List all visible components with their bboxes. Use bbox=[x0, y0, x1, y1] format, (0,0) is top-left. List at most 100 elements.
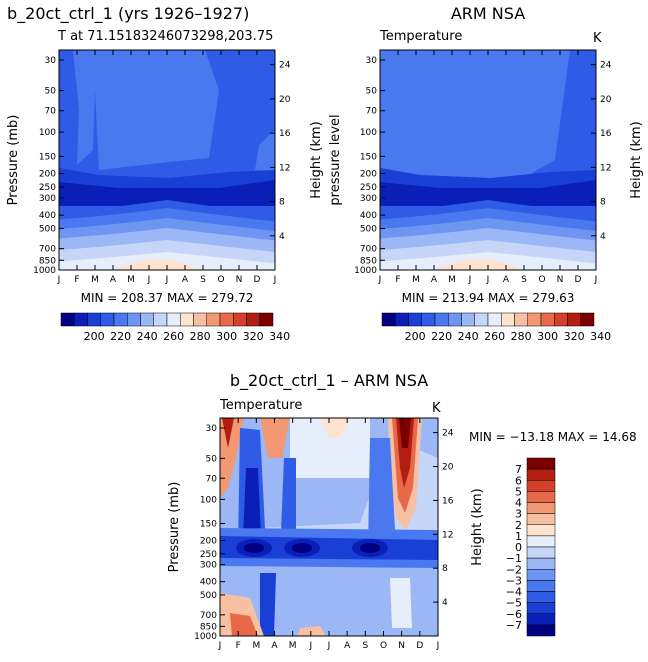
y-tick-label: 100 bbox=[39, 128, 56, 138]
colorbar-box bbox=[140, 312, 154, 327]
colorbar-label: 220 bbox=[431, 330, 452, 343]
x-tick-label: J bbox=[147, 275, 151, 285]
panel-diff-field: Temperature bbox=[219, 398, 302, 413]
y-right-tick-label: 4 bbox=[600, 232, 606, 242]
colorbar-box bbox=[526, 480, 556, 492]
colorbar-box bbox=[153, 312, 168, 327]
colorbar-box bbox=[526, 569, 556, 581]
x-tick-label: S bbox=[362, 641, 368, 651]
panel-obs-axes: J F M A M J J A S O N D J305070100150200250300400500… bbox=[354, 50, 612, 285]
y-right-tick-label: 12 bbox=[600, 163, 611, 173]
colorbar-box bbox=[74, 312, 88, 327]
colorbar-box bbox=[434, 312, 449, 327]
y-tick-label: 150 bbox=[39, 152, 56, 162]
contour-band bbox=[220, 536, 438, 560]
x-tick-label: A bbox=[182, 275, 189, 285]
y-tick-label: 100 bbox=[200, 495, 217, 505]
y-right-tick-label: 8 bbox=[442, 564, 448, 574]
y-tick-label: 250 bbox=[360, 183, 377, 193]
colorbar-box bbox=[408, 312, 422, 327]
contour-band bbox=[480, 50, 540, 145]
panel-diff-title: b_20ct_ctrl_1 – ARM NSA bbox=[230, 371, 428, 391]
colorbar-box bbox=[501, 312, 515, 327]
x-tick-label: F bbox=[395, 275, 400, 285]
panel-obs-contours bbox=[380, 50, 596, 270]
y-right-tick-label: 12 bbox=[279, 163, 290, 173]
y-tick-label: 300 bbox=[200, 561, 217, 571]
colorbar-label: 300 bbox=[216, 330, 237, 343]
y-right-tick-label: 20 bbox=[442, 463, 454, 473]
contour-band bbox=[399, 418, 411, 448]
colorbar-label: −2 bbox=[506, 563, 522, 576]
y-tick-label: 50 bbox=[366, 87, 378, 97]
panel-obs-ylabel: pressure level bbox=[328, 114, 343, 205]
panel-diff-unit: K bbox=[432, 401, 441, 416]
colorbar-label: 340 bbox=[269, 330, 290, 343]
contour-band bbox=[368, 438, 396, 548]
panel-model-ylabel: Pressure (mb) bbox=[6, 115, 21, 206]
colorbar-label: 5 bbox=[515, 485, 522, 498]
x-tick-label: S bbox=[521, 275, 527, 285]
y-tick-label: 700 bbox=[360, 245, 377, 255]
colorbar-box bbox=[448, 312, 462, 327]
panel-model-stats: MIN = 208.37 MAX = 279.72 bbox=[81, 291, 254, 305]
y-tick-label: 30 bbox=[366, 56, 378, 66]
panel-obs-colorbar: 200 220 240 260 280 300 320 340 bbox=[381, 312, 611, 343]
colorbar-label: 340 bbox=[590, 330, 611, 343]
colorbar-label: 280 bbox=[190, 330, 211, 343]
x-tick-label: A bbox=[344, 641, 351, 651]
panel-obs-unit: K bbox=[593, 31, 602, 46]
contour-band bbox=[222, 418, 234, 448]
x-tick-label: A bbox=[431, 275, 438, 285]
y-tick-label: 50 bbox=[206, 454, 218, 464]
x-tick-label: J bbox=[57, 275, 61, 285]
x-tick-label: D bbox=[254, 275, 261, 285]
y-tick-label: 200 bbox=[360, 170, 377, 180]
x-tick-label: M bbox=[448, 275, 456, 285]
x-tick-label: F bbox=[236, 641, 241, 651]
x-tick-label: M bbox=[412, 275, 420, 285]
panel-model-colorbar: 200 220 240 260 280 300 320 340 bbox=[60, 312, 290, 343]
contour-band bbox=[230, 613, 258, 636]
y-right-tick-label: 8 bbox=[279, 198, 285, 208]
y-right-tick-label: 16 bbox=[600, 129, 612, 139]
contour-band bbox=[59, 180, 275, 206]
y-tick-label: 850 bbox=[200, 622, 217, 632]
colorbar-box bbox=[60, 312, 75, 327]
y-tick-label: 850 bbox=[360, 256, 377, 266]
y-tick-label: 30 bbox=[206, 424, 218, 434]
y-tick-label: 30 bbox=[45, 56, 57, 66]
x-tick-label: S bbox=[200, 275, 206, 285]
panel-model-contours bbox=[59, 50, 275, 270]
colorbar-box bbox=[526, 546, 556, 559]
y-tick-label: 500 bbox=[360, 224, 377, 234]
y-tick-label: 100 bbox=[360, 128, 377, 138]
colorbar-box bbox=[526, 513, 556, 525]
y-tick-label: 700 bbox=[39, 245, 56, 255]
x-tick-label: M bbox=[127, 275, 135, 285]
contour-band bbox=[244, 543, 264, 553]
x-tick-label: J bbox=[378, 275, 382, 285]
panel-diff-stats: MIN = −13.18 MAX = 14.68 bbox=[469, 430, 637, 444]
x-tick-label: J bbox=[273, 275, 277, 285]
colorbar-label: 7 bbox=[515, 463, 522, 476]
colorbar-label: −3 bbox=[506, 574, 522, 587]
x-tick-label: J bbox=[218, 641, 222, 651]
colorbar-label: 0 bbox=[515, 541, 522, 554]
colorbar-box bbox=[487, 312, 502, 327]
y-tick-label: 200 bbox=[39, 170, 56, 180]
colorbar-box bbox=[206, 312, 221, 327]
y-tick-label: 300 bbox=[360, 194, 377, 204]
colorbar-box bbox=[180, 312, 194, 327]
colorbar-label: −4 bbox=[506, 586, 522, 599]
x-tick-label: J bbox=[165, 275, 169, 285]
y-right-tick-label: 24 bbox=[279, 61, 291, 71]
x-tick-label: J bbox=[468, 275, 472, 285]
colorbar-label: 260 bbox=[163, 330, 184, 343]
x-tick-label: J bbox=[486, 275, 490, 285]
contour-band bbox=[255, 130, 275, 174]
x-tick-label: J bbox=[594, 275, 598, 285]
panel-obs-title: ARM NSA bbox=[451, 4, 525, 23]
colorbar-box bbox=[580, 312, 595, 327]
